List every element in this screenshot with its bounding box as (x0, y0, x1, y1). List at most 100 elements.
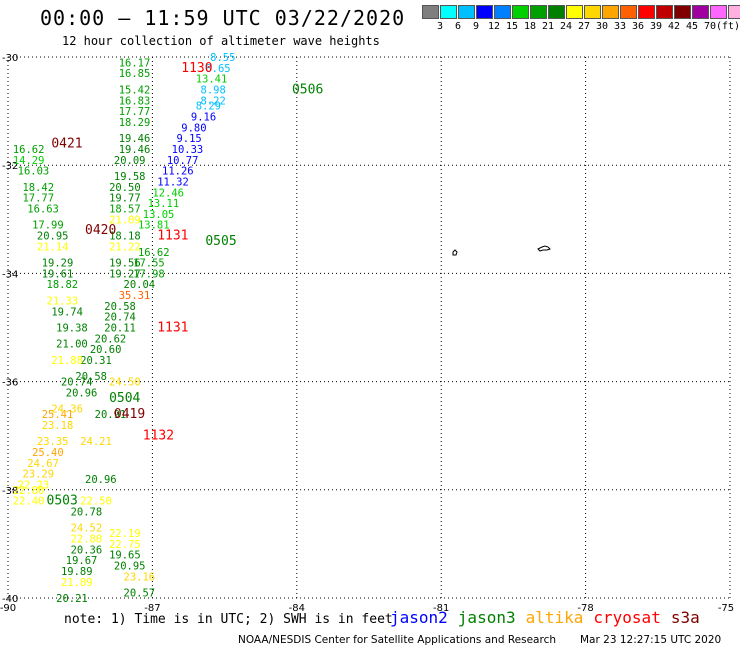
wave-height-value: 17.98 (133, 268, 165, 280)
wave-height-value: 21.09 (109, 214, 141, 226)
wave-height-value: 20.58 (104, 301, 136, 313)
wave-height-value: 16.63 (27, 203, 59, 215)
pass-time-label: 0421 (51, 137, 82, 152)
satellite-name-altika: altika (525, 608, 584, 627)
wave-height-value: 24.36 (51, 404, 83, 416)
lat-tick-label: -40 (2, 594, 18, 605)
wave-height-value: 18.29 (119, 117, 151, 129)
legend-label: 21 (541, 21, 555, 32)
legend-label: 45 (685, 21, 699, 32)
wave-height-value: 21.89 (61, 577, 93, 589)
wave-height-value: 8.55 (210, 52, 235, 64)
lon-tick-label: -78 (577, 603, 593, 614)
wave-height-value: 20.78 (71, 506, 103, 518)
wave-height-value: 19.29 (42, 258, 74, 270)
wave-height-value: 20.31 (80, 355, 112, 367)
legend-label: 9 (472, 21, 480, 32)
lat-tick-label: -30 (2, 53, 18, 64)
color-legend (422, 5, 740, 19)
wave-height-value: 20.74 (104, 312, 136, 324)
map-grid (7, 56, 731, 599)
wave-height-value: 25.40 (32, 447, 64, 459)
pass-time-label: 0504 (109, 391, 140, 406)
wave-height-value: 23.18 (42, 420, 74, 432)
legend-swatch (440, 5, 457, 19)
legend-label: 3 (436, 21, 444, 32)
wave-height-value: 20.95 (114, 561, 146, 573)
wave-height-value: 8.98 (201, 84, 226, 96)
wave-height-value: 20.57 (124, 588, 156, 600)
island-large (537, 245, 551, 252)
lat-tick-label: -36 (2, 378, 18, 389)
wave-height-value: 20.60 (90, 344, 122, 356)
wave-height-value: 20.04 (124, 279, 156, 291)
legend-label: 18 (523, 21, 537, 32)
wave-height-value: 16.03 (18, 166, 50, 178)
wave-height-value: 9.15 (176, 133, 201, 145)
pass-time-label: 0505 (205, 234, 236, 249)
legend-label: 36 (631, 21, 645, 32)
legend-label: 70 (703, 21, 717, 32)
legend-swatch (638, 5, 655, 19)
wave-height-value: 19.74 (51, 306, 83, 318)
wave-height-value: 25.41 (42, 409, 74, 421)
wave-height-value: 18.82 (47, 279, 79, 291)
wave-height-value: 22.80 (71, 533, 103, 545)
footer-note: note: 1) Time is in UTC; 2) SWH is in fe… (64, 612, 393, 627)
wave-height-value: 17.99 (32, 220, 64, 232)
page-title: 00:00 – 11:59 UTC 03/22/2020 (40, 6, 406, 30)
wave-height-value: 19.89 (61, 566, 93, 578)
wave-height-value: 20.91 (95, 409, 127, 421)
wave-height-value: 14.29 (13, 155, 45, 167)
pass-time-label: 0506 (292, 82, 323, 97)
pass-time-label: 1131 (157, 321, 188, 336)
coastline (452, 245, 551, 256)
wave-height-value: 8.22 (201, 95, 226, 107)
wave-height-value: 21.22 (109, 241, 141, 253)
wave-height-value: 15.42 (119, 84, 151, 96)
legend-swatch (692, 5, 709, 19)
legend-swatch (710, 5, 727, 19)
wave-height-value: 21.14 (37, 241, 69, 253)
wave-height-value: 10.77 (167, 155, 199, 167)
wave-height-value: 22.19 (109, 528, 141, 540)
legend-swatch (584, 5, 601, 19)
wave-height-value: 24.67 (27, 458, 59, 470)
legend-label: 39 (649, 21, 663, 32)
pass-time-label: 1130 (181, 61, 212, 76)
legend-swatch (530, 5, 547, 19)
wave-height-value: 23.29 (22, 469, 54, 481)
wave-height-value: 22.40 (13, 496, 45, 508)
wave-height-value: 12.46 (152, 187, 184, 199)
legend-swatch (512, 5, 529, 19)
wave-height-value: 24.50 (109, 377, 141, 389)
lat-tick-label: -38 (2, 486, 18, 497)
wave-height-value: 11.32 (157, 176, 189, 188)
wave-height-value: 17.55 (133, 258, 165, 270)
wave-height-value: 8.65 (205, 63, 230, 75)
legend-swatch (422, 5, 439, 19)
legend-label: 42 (667, 21, 681, 32)
legend-swatch (548, 5, 565, 19)
satellite-name-s3a: s3a (670, 608, 700, 627)
wave-height-value: 20.95 (37, 231, 69, 243)
pass-time-label: 1132 (143, 429, 174, 444)
wave-height-value: 20.50 (109, 182, 141, 194)
wave-height-value: 19.56 (109, 258, 141, 270)
wave-height-value: 20.96 (66, 387, 98, 399)
lon-tick-label: -84 (289, 603, 305, 614)
legend-swatch (458, 5, 475, 19)
legend-swatch (620, 5, 637, 19)
wave-height-value: 22.23 (18, 479, 50, 491)
wave-height-value: 35.31 (119, 290, 151, 302)
wave-height-value: 20.36 (71, 544, 103, 556)
satellite-name-jason2: jason2 (390, 608, 448, 627)
wave-height-value: 18.42 (22, 182, 54, 194)
wave-height-value: 20.96 (85, 474, 117, 486)
wave-height-value: 13.11 (148, 198, 180, 210)
legend-label: (ft) (715, 21, 740, 32)
page-subtitle: 12 hour collection of altimeter wave hei… (62, 34, 380, 48)
wave-height-value: 13.05 (143, 209, 175, 221)
wave-height-value: 22.80 (13, 485, 45, 497)
